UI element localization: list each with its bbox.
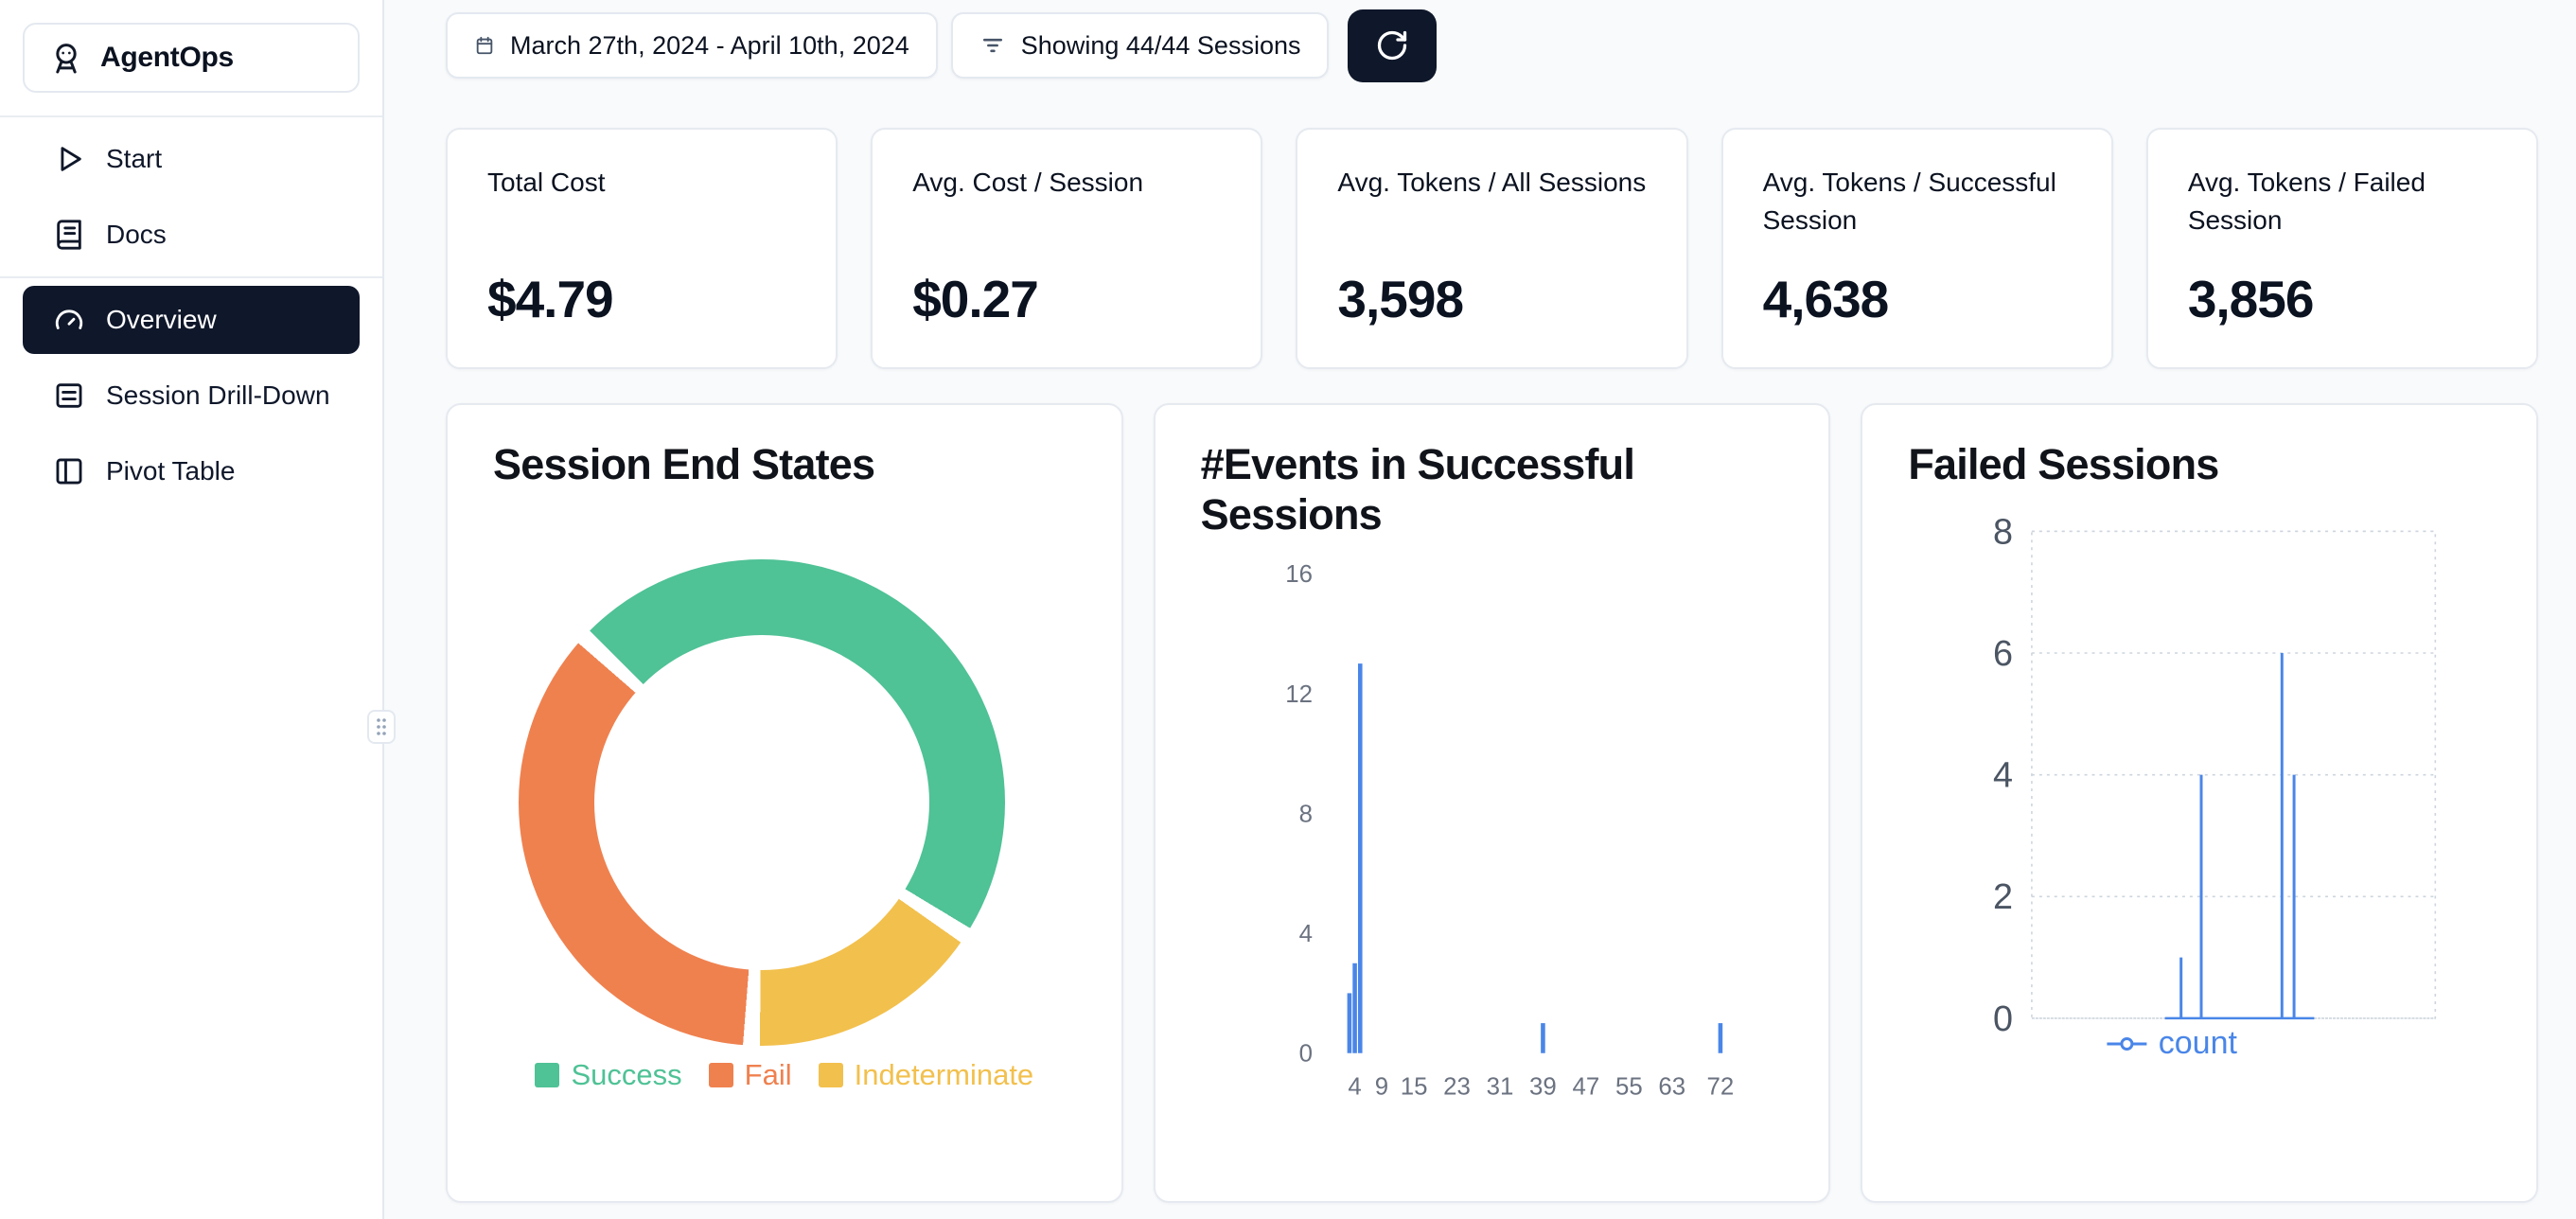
sidebar-divider <box>0 115 382 117</box>
svg-text:8: 8 <box>1298 801 1312 827</box>
sidebar-nav-top: Start Docs <box>0 125 382 269</box>
sidebar-item-start[interactable]: Start <box>23 125 360 193</box>
legend-item-fail[interactable]: Fail <box>708 1058 792 1092</box>
svg-text:12: 12 <box>1285 681 1313 708</box>
stat-card-avg-tokens-successful: Avg. Tokens / Successful Session 4,638 <box>1720 128 2113 369</box>
sidebar-resize-handle[interactable] <box>367 710 396 744</box>
stat-card-avg-cost-session: Avg. Cost / Session $0.27 <box>871 128 1263 369</box>
stats-row: Total Cost $4.79 Avg. Cost / Session $0.… <box>446 128 2539 369</box>
sidebar: AgentOps Start Docs <box>0 0 384 1219</box>
stat-value: 3,598 <box>1337 270 1464 328</box>
sidebar-item-docs[interactable]: Docs <box>23 201 360 269</box>
filter-icon <box>982 38 1002 53</box>
svg-text:4: 4 <box>1298 921 1312 947</box>
topbar: March 27th, 2024 - April 10th, 2024 Show… <box>446 9 2538 82</box>
svg-text:9: 9 <box>1374 1074 1387 1101</box>
svg-text:47: 47 <box>1572 1074 1599 1101</box>
sidebar-item-label: Session Drill-Down <box>106 380 330 410</box>
sidebar-item-label: Pivot Table <box>106 456 236 486</box>
refresh-button[interactable] <box>1348 9 1438 82</box>
calendar-icon <box>476 36 493 55</box>
svg-text:55: 55 <box>1615 1074 1643 1101</box>
stat-value: 4,638 <box>1762 270 1890 328</box>
gauge-icon <box>55 309 83 329</box>
play-icon <box>61 147 81 171</box>
stat-value: $4.79 <box>487 270 614 328</box>
refresh-icon <box>1378 30 1407 61</box>
docs-icon <box>57 220 81 250</box>
stat-title: Avg. Cost / Session <box>912 168 1144 197</box>
legend-swatch <box>535 1063 560 1087</box>
sidebar-item-session-drill-down[interactable]: Session Drill-Down <box>23 362 360 430</box>
legend-swatch <box>708 1063 733 1087</box>
sidebar-item-label: Start <box>106 144 163 173</box>
charts-row: Session End States Success Fail Indeterm… <box>446 403 2539 1203</box>
sidebar-nav-main: Overview Session Drill-Down Pivot Table <box>0 286 382 505</box>
chart-card-failed-sessions: Failed Sessions 0 2 4 6 8 count <box>1861 403 2539 1203</box>
legend-label: Fail <box>744 1058 792 1091</box>
stat-value: $0.27 <box>912 270 1039 328</box>
date-range-label: March 27th, 2024 - April 10th, 2024 <box>510 30 909 60</box>
app-name: AgentOps <box>100 42 234 73</box>
count-legend-label: count <box>2158 1025 2237 1061</box>
sidebar-item-label: Overview <box>106 305 217 334</box>
count-legend-marker-icon <box>2107 1036 2147 1051</box>
stat-card-avg-tokens-all: Avg. Tokens / All Sessions 3,598 <box>1296 128 1688 369</box>
sidebar-item-label: Docs <box>106 220 167 249</box>
failed-sessions-line-chart[interactable]: 0 2 4 6 8 <box>1862 405 2536 1201</box>
sessions-filter-label: Showing 44/44 Sessions <box>1020 30 1301 60</box>
chart-card-session-end-states: Session End States Success Fail Indeterm… <box>446 403 1123 1203</box>
main-content: March 27th, 2024 - April 10th, 2024 Show… <box>384 0 2576 1219</box>
count-legend[interactable]: count <box>2106 1025 2237 1062</box>
svg-text:16: 16 <box>1285 561 1313 588</box>
stat-title: Avg. Tokens / All Sessions <box>1337 168 1647 197</box>
svg-text:6: 6 <box>1993 634 2013 674</box>
stat-card-avg-tokens-failed: Avg. Tokens / Failed Session 3,856 <box>2145 128 2539 369</box>
sessions-filter-button[interactable]: Showing 44/44 Sessions <box>950 12 1330 79</box>
chart-title: Failed Sessions <box>1908 440 2219 488</box>
svg-text:2: 2 <box>1993 877 2013 917</box>
date-range-button[interactable]: March 27th, 2024 - April 10th, 2024 <box>446 12 938 79</box>
svg-text:0: 0 <box>1993 999 2013 1039</box>
stat-title: Avg. Tokens / Successful Session <box>1762 168 2056 235</box>
stat-title: Avg. Tokens / Failed Session <box>2187 168 2426 235</box>
svg-text:4: 4 <box>1993 756 2013 796</box>
svg-text:23: 23 <box>1443 1074 1471 1101</box>
svg-text:0: 0 <box>1298 1041 1312 1068</box>
grip-dots-icon <box>377 718 386 735</box>
sidebar-item-pivot-table[interactable]: Pivot Table <box>23 437 360 505</box>
session-end-donut[interactable] <box>519 559 1005 1046</box>
legend-label: Indeterminate <box>854 1058 1034 1091</box>
svg-text:31: 31 <box>1486 1074 1513 1101</box>
legend-item-success[interactable]: Success <box>535 1058 682 1092</box>
legend-item-indeterminate[interactable]: Indeterminate <box>818 1058 1034 1092</box>
svg-text:15: 15 <box>1400 1074 1427 1101</box>
svg-text:39: 39 <box>1529 1074 1557 1101</box>
legend-swatch <box>818 1063 843 1087</box>
legend-label: Success <box>571 1058 682 1091</box>
pivot-icon <box>56 458 82 485</box>
agentops-logo-icon <box>56 44 77 74</box>
sessions-icon <box>56 383 82 408</box>
chart-title: Session End States <box>493 440 875 488</box>
chart-title: #Events in Successful Sessions <box>1200 440 1635 539</box>
donut-legend: Success Fail Indeterminate <box>448 1058 1121 1092</box>
logo-card[interactable]: AgentOps <box>23 23 360 93</box>
svg-text:72: 72 <box>1706 1074 1734 1101</box>
stat-card-total-cost: Total Cost $4.79 <box>446 128 838 369</box>
sidebar-item-overview[interactable]: Overview <box>23 286 360 354</box>
chart-card-events-successful: #Events in Successful Sessions 0 4 8 12 16 4 9… <box>1153 403 1831 1203</box>
svg-text:63: 63 <box>1658 1074 1685 1101</box>
svg-text:4: 4 <box>1348 1074 1361 1101</box>
stat-value: 3,856 <box>2187 270 2315 328</box>
stat-title: Total Cost <box>487 168 606 197</box>
svg-text:8: 8 <box>1993 512 2013 552</box>
sidebar-divider <box>0 276 382 278</box>
